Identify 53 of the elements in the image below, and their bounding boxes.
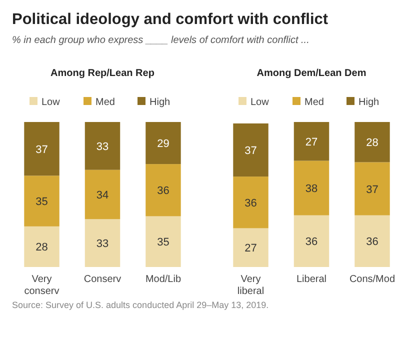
bar: [294, 160, 330, 216]
text: Political ideology and comfort with conflict: [12, 11, 328, 28]
legend-label: High: [358, 97, 380, 108]
bar: [354, 162, 390, 216]
bar: [24, 226, 60, 267]
bar: [24, 176, 60, 226]
bar: [354, 122, 390, 162]
data-label: 33: [96, 140, 109, 153]
x-tick-label: Liberal: [296, 274, 327, 285]
x-tick-label: Conserv: [84, 274, 122, 285]
text: % in each group who express ____ levels of comfort with conflict ...: [12, 35, 310, 46]
data-label: 36: [305, 236, 318, 248]
data-label: 28: [366, 137, 378, 150]
data-label: 28: [36, 242, 48, 254]
bar: [233, 228, 268, 267]
bar: [84, 219, 120, 267]
x-tick-label: Very liberal: [237, 274, 264, 297]
legend-label: Med: [96, 97, 115, 108]
bar: [233, 176, 268, 228]
data-label: 37: [244, 144, 257, 157]
data-label: 29: [157, 138, 170, 150]
bar: [84, 170, 120, 220]
bar: [24, 122, 60, 176]
data-label: 37: [366, 184, 378, 196]
data-label: 34: [96, 190, 109, 202]
data-label: 35: [157, 236, 170, 249]
data-label: 27: [305, 136, 318, 148]
data-label: 27: [244, 242, 257, 255]
bar: [294, 215, 330, 267]
legend-label: High: [150, 97, 170, 108]
x-tick-label: Cons/Mod: [349, 274, 396, 285]
data-label: 35: [36, 196, 48, 208]
data-label: 36: [157, 185, 170, 198]
x-tick-label: Very conserv: [24, 274, 60, 297]
data-label: 36: [244, 197, 257, 210]
bar: [294, 122, 330, 161]
source-note: Source: Survey of U.S. adults conducted April 29–May 13, 2019.: [12, 300, 269, 310]
bar: [146, 164, 181, 216]
bar: [354, 215, 390, 267]
x-tick-label: Mod/Lib: [145, 274, 182, 285]
legend-label: Med: [304, 97, 324, 108]
legend-label: Low: [42, 97, 61, 108]
chart-title: Among Dem/Lean Dem: [256, 68, 366, 79]
chart-title: Among Rep/Lean Rep: [50, 68, 154, 79]
legend-label: Low: [250, 97, 270, 108]
bar: [146, 216, 181, 267]
data-label: 38: [305, 183, 318, 196]
data-label: 36: [366, 236, 378, 248]
bar: [146, 122, 181, 164]
bar: [84, 122, 120, 170]
data-label: 33: [96, 238, 109, 250]
bar: [233, 123, 268, 177]
data-label: 37: [36, 144, 48, 156]
